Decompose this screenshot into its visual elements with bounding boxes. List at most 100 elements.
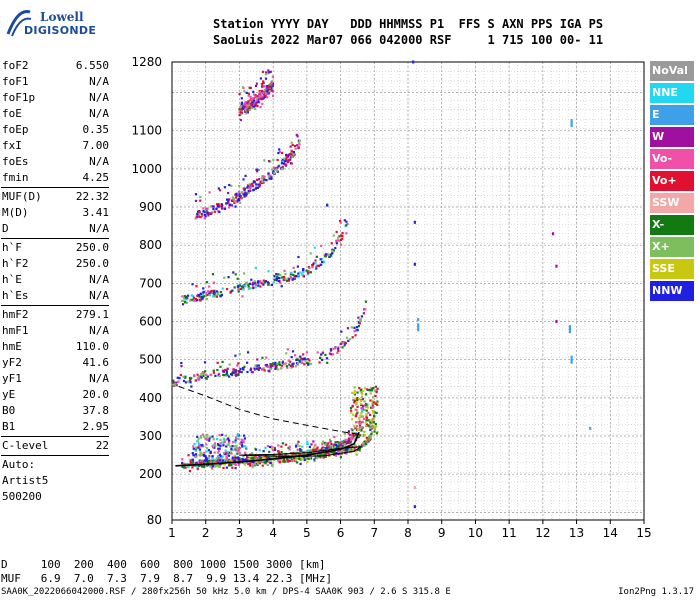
- echo-point: [246, 186, 249, 189]
- echo-point: [256, 186, 259, 189]
- echo-point: [354, 427, 357, 430]
- param-row: foF2 6.550: [1, 58, 109, 74]
- echo-point: [373, 414, 376, 417]
- echo-point: [362, 442, 365, 445]
- echo-point: [230, 184, 233, 187]
- echo-point: [249, 464, 252, 467]
- echo-point: [271, 449, 275, 452]
- echo-point: [206, 447, 209, 450]
- echo-point: [345, 449, 349, 452]
- echo-point: [285, 365, 288, 368]
- echo-point: [236, 449, 240, 452]
- echo-point: [233, 462, 236, 465]
- echo-point: [363, 308, 366, 311]
- echo-point: [219, 365, 222, 368]
- echo-point: [350, 326, 353, 329]
- echo-point: [237, 369, 240, 373]
- echo-point: [348, 438, 351, 441]
- echo-point: [264, 179, 267, 182]
- echo-point: [236, 198, 239, 202]
- echo-point: [250, 104, 254, 107]
- y-tick-label: 400: [139, 391, 162, 405]
- echo-point: [311, 264, 314, 267]
- echo-point: [228, 198, 231, 201]
- echo-point: [205, 292, 208, 295]
- param-label: Artist5: [2, 474, 49, 487]
- echo-point: [213, 446, 216, 449]
- echo-point: [322, 456, 325, 459]
- echo-point: [207, 212, 211, 215]
- echo-point: [351, 404, 354, 407]
- echo-point: [293, 153, 296, 156]
- echo-point: [316, 446, 319, 449]
- echo-point: [253, 367, 256, 370]
- echo-point: [248, 86, 251, 89]
- x-tick-label: 1: [168, 526, 176, 540]
- echo-point: [288, 158, 291, 161]
- echo-point: [249, 95, 252, 98]
- echo-point: [308, 457, 311, 460]
- echo-point: [257, 367, 260, 370]
- echo-point: [281, 165, 284, 168]
- echo-point: [237, 373, 240, 377]
- param-row: hmF2 279.1: [1, 307, 109, 323]
- echo-point: [349, 441, 352, 444]
- echo-point: [326, 443, 329, 447]
- echo-point: [340, 330, 343, 333]
- echo-point: [366, 406, 369, 409]
- echo-point: [324, 255, 327, 258]
- echo-point: [324, 353, 327, 356]
- echo-point: [243, 437, 247, 440]
- echo-point: [253, 280, 256, 283]
- echo-point: [231, 448, 234, 451]
- echo-point: [205, 373, 208, 376]
- echo-point: [194, 453, 198, 456]
- echo-point: [290, 456, 293, 459]
- file-info: SAA0K_2022066042000.RSF / 280fx256h 50 k…: [1, 587, 451, 597]
- echo-point: [255, 82, 259, 85]
- echo-point: [257, 178, 261, 181]
- echo-point: [363, 400, 366, 403]
- echo-point: [365, 393, 368, 396]
- isolated-echo-point: [589, 426, 592, 430]
- echo-point: [336, 445, 339, 448]
- echo-point: [225, 456, 229, 460]
- echo-point: [321, 351, 325, 354]
- echo-point: [359, 390, 362, 393]
- echo-point: [369, 399, 372, 402]
- isolated-echo-point: [555, 320, 558, 324]
- echo-point: [184, 466, 187, 469]
- echo-point: [271, 89, 274, 92]
- echo-point: [203, 451, 206, 454]
- echo-point: [337, 444, 340, 448]
- echo-point: [347, 441, 350, 445]
- echo-point: [273, 278, 276, 281]
- echo-point: [319, 258, 322, 261]
- echo-point: [198, 210, 201, 213]
- echo-point: [298, 139, 301, 142]
- param-row: MUF(D) 22.32: [1, 189, 109, 205]
- echo-point: [273, 456, 276, 459]
- echo-point: [295, 362, 299, 365]
- echo-point: [233, 459, 237, 462]
- echo-point: [257, 280, 260, 283]
- echo-point: [281, 151, 284, 155]
- echo-point: [325, 446, 328, 449]
- echo-point: [249, 186, 252, 189]
- echo-point: [278, 276, 281, 280]
- echo-point: [299, 358, 302, 361]
- echo-point: [209, 290, 212, 293]
- echo-point: [228, 183, 231, 187]
- echo-point: [240, 103, 243, 106]
- echo-point: [231, 371, 234, 375]
- echo-point: [245, 192, 249, 195]
- echo-point: [298, 359, 301, 362]
- echo-point: [358, 417, 361, 420]
- echo-point: [250, 452, 254, 455]
- echo-point: [357, 444, 361, 448]
- echo-point: [208, 439, 211, 442]
- echo-point: [262, 94, 265, 98]
- echo-point: [184, 381, 188, 384]
- echo-point: [371, 396, 375, 399]
